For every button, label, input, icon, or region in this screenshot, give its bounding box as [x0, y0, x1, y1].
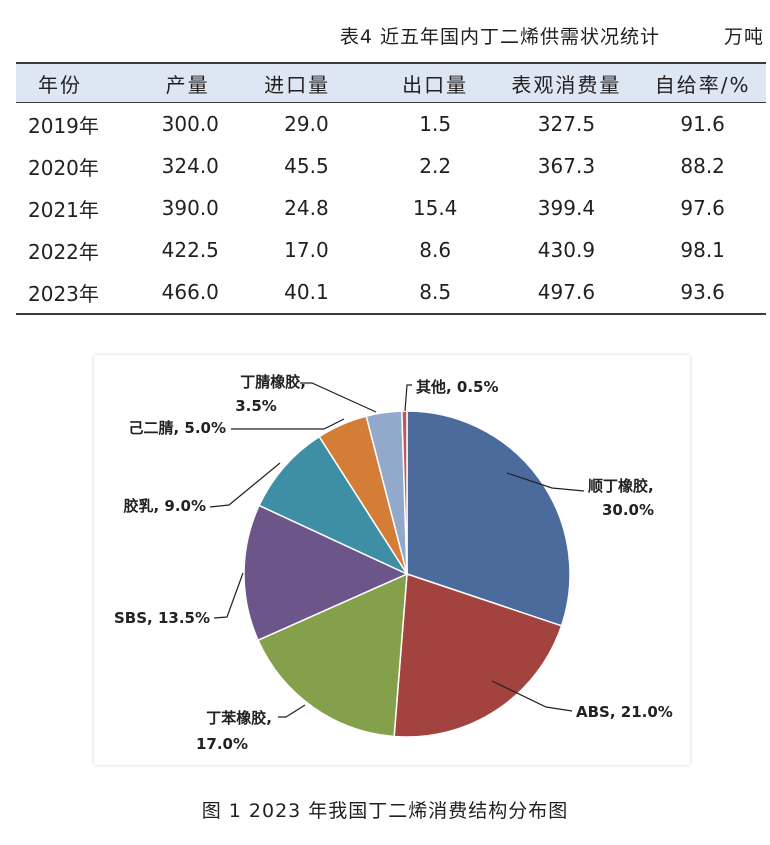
table-row: 2020年 324.0 45.5 2.2 367.3 88.2 — [16, 145, 766, 187]
slice-cis-butadiene-rubber — [406, 410, 571, 627]
leader-line — [404, 384, 412, 412]
slice-percent-label: 3.5% — [235, 397, 277, 415]
cell-production: 466.0 — [161, 280, 219, 304]
cell-consumption: 497.6 — [537, 280, 596, 304]
table-header-row: 年份 产量 进口量 出口量 表观消费量 自给率/% — [16, 63, 766, 103]
cell-production: 300.0 — [161, 112, 219, 136]
header-production: 产量 — [165, 72, 210, 97]
leader-line — [209, 462, 281, 508]
slice-label: 其他, 0.5% — [416, 378, 499, 396]
cell-production: 324.0 — [161, 154, 219, 178]
cell-self-sufficiency: 98.1 — [680, 238, 725, 262]
cell-import: 40.1 — [284, 280, 329, 304]
table-title: 表4 近五年国内丁二烯供需状况统计 — [339, 26, 660, 48]
pie-chart: 顺丁橡胶, 30.0% ABS, 21.0% 丁苯橡胶, 17.0% SBS, 13.5%… — [114, 373, 673, 753]
header-import: 进口量 — [264, 72, 331, 97]
slice-latex — [258, 435, 410, 576]
leader-line — [278, 704, 306, 718]
table-row: 2019年 300.0 29.0 1.5 327.5 91.6 — [16, 103, 766, 146]
cell-year: 2022年 — [28, 239, 99, 264]
cell-self-sufficiency: 97.6 — [680, 196, 725, 220]
slice-label: 己二腈, 5.0% — [128, 419, 226, 437]
slice-sbs — [243, 504, 409, 642]
cell-consumption: 367.3 — [537, 154, 596, 178]
cell-export: 8.6 — [419, 238, 452, 262]
header-consumption: 表观消费量 — [511, 72, 622, 97]
table-row: 2022年 422.5 17.0 8.6 430.9 98.1 — [16, 229, 766, 271]
supply-demand-table: 年份 产量 进口量 出口量 表观消费量 自给率/% 2019年 300.0 29… — [16, 62, 766, 315]
leader-line — [213, 572, 244, 619]
header-year: 年份 — [38, 72, 82, 97]
slice-sbr — [257, 572, 408, 738]
cell-self-sufficiency: 91.6 — [680, 112, 725, 136]
cell-year: 2023年 — [28, 281, 99, 306]
figure-caption: 图 1 2023 年我国丁二烯消费结构分布图 — [201, 800, 569, 822]
cell-consumption: 399.4 — [537, 196, 596, 220]
cell-year: 2020年 — [28, 155, 99, 180]
cell-import: 45.5 — [284, 154, 329, 178]
slice-label: ABS, 21.0% — [576, 703, 673, 721]
cell-production: 422.5 — [161, 238, 219, 262]
leader-line — [506, 472, 585, 492]
slice-label: 丁腈橡胶, — [240, 373, 306, 391]
cell-import: 24.8 — [284, 196, 329, 220]
cell-export: 15.4 — [412, 196, 458, 220]
leader-line — [491, 680, 573, 712]
pie-chart-frame: 顺丁橡胶, 30.0% ABS, 21.0% 丁苯橡胶, 17.0% SBS, 13.5%… — [94, 355, 690, 765]
header-self-sufficiency: 自给率/% — [654, 72, 751, 97]
table-row: 2021年 390.0 24.8 15.4 399.4 97.6 — [16, 187, 766, 229]
slice-label: 胶乳, 9.0% — [123, 497, 206, 515]
cell-import: 17.0 — [284, 238, 329, 262]
cell-year: 2021年 — [28, 197, 99, 222]
slice-percent-label: 17.0% — [196, 735, 248, 753]
leader-line — [300, 382, 377, 413]
slice-other — [401, 410, 408, 575]
cell-consumption: 430.9 — [537, 238, 596, 262]
cell-import: 29.0 — [284, 112, 329, 136]
cell-production: 390.0 — [161, 196, 219, 220]
slice-label: 丁苯橡胶, — [206, 709, 272, 727]
cell-year: 2019年 — [28, 113, 99, 138]
cell-export: 2.2 — [419, 154, 452, 178]
slice-label: 顺丁橡胶, — [588, 477, 654, 495]
slice-percent-label: 30.0% — [602, 501, 654, 519]
table-unit: 万吨 — [723, 26, 764, 48]
table-row: 2023年 466.0 40.1 8.5 497.6 93.6 — [16, 271, 766, 314]
leader-line — [231, 418, 345, 430]
slice-abs — [393, 572, 563, 738]
header-export: 出口量 — [402, 72, 469, 97]
cell-self-sufficiency: 93.6 — [680, 280, 725, 304]
cell-consumption: 327.5 — [537, 112, 596, 136]
slice-label: SBS, 13.5% — [114, 609, 210, 627]
cell-export: 1.5 — [419, 112, 452, 136]
cell-self-sufficiency: 88.2 — [680, 154, 725, 178]
cell-export: 8.5 — [419, 280, 452, 304]
